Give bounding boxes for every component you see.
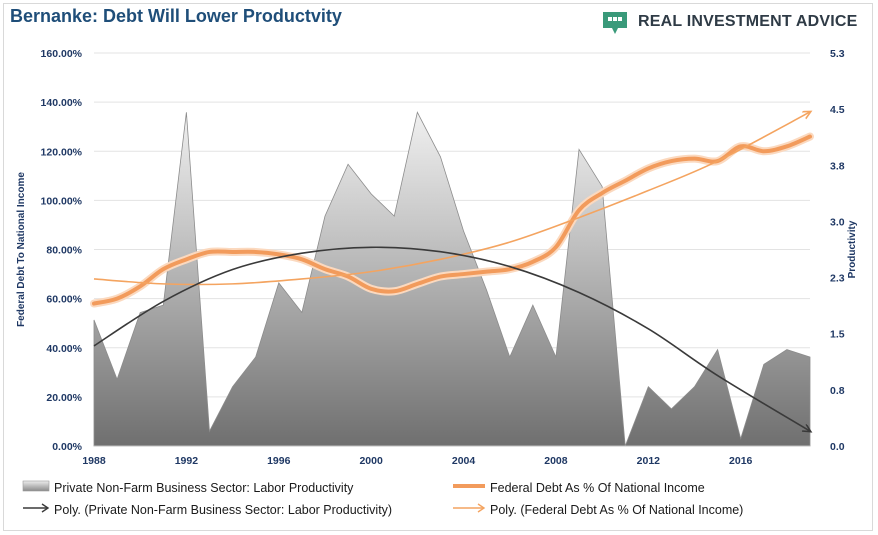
legend-item-poly-debt: Poly. (Federal Debt As % Of National Inc… [452,502,743,517]
chart-frame [3,3,873,531]
legend-swatch-productivity [22,480,50,495]
legend-label-productivity: Private Non-Farm Business Sector: Labor … [54,480,354,495]
x-tick: 1992 [175,455,199,467]
y-tick-left: 40.00% [46,343,82,355]
line-series-group [90,112,814,431]
debt-line [92,134,812,306]
brand-logo-icon [603,12,627,34]
legend-label-debt: Federal Debt As % Of National Income [490,480,705,495]
productivity-area-series [93,111,811,447]
y-tick-left: 0.00% [52,441,82,453]
legend-swatch-poly-productivity [22,502,50,517]
y-tick-left: 100.00% [41,195,83,207]
y-tick-left: 120.00% [41,146,83,158]
y-tick-right: 0.8 [830,385,845,397]
chart-title: Bernanke: Debt Will Lower Productvity [10,6,342,26]
productivity-area [93,111,811,447]
y-tick-right: 4.5 [830,104,845,116]
x-tick: 2012 [637,455,661,467]
x-tick: 1988 [82,455,106,467]
y-tick-right: 0.0 [830,441,845,453]
legend-label-poly-productivity: Poly. (Private Non-Farm Business Sector:… [54,502,393,517]
brand-logo: REAL INVESTMENT ADVICE [600,8,858,36]
legend-swatch-debt [452,480,486,495]
legend-swatch-poly-debt [452,502,486,517]
poly-productivity-line [93,246,810,431]
poly-debt-line [93,112,810,286]
x-tick: 2008 [544,455,568,467]
legend-label-poly-debt: Poly. (Federal Debt As % Of National Inc… [490,502,744,517]
y-tick-left: 160.00% [41,48,83,60]
y-tick-left: 80.00% [46,245,82,257]
x-tick: 2000 [359,455,383,467]
brand-logo-text: REAL INVESTMENT ADVICE [638,13,858,30]
legend-item-productivity: Private Non-Farm Business Sector: Labor … [22,480,353,495]
y-tick-right: 2.3 [830,273,845,285]
y-tick-right: 3.8 [830,160,845,172]
y-tick-right: 1.5 [830,329,845,341]
x-tick: 2016 [729,455,753,467]
y-tick-right: 3.0 [830,216,845,228]
y-tick-right: 5.3 [830,48,845,60]
y-axis-title-right: Productivity [847,220,858,278]
x-tick: 1996 [267,455,291,467]
x-tick: 2004 [452,455,476,467]
legend-item-debt: Federal Debt As % Of National Income [452,480,705,495]
legend-item-poly-productivity: Poly. (Private Non-Farm Business Sector:… [22,502,392,517]
axes: 0.00% 20.00% 40.00% 60.00% 80.00% 100.00% 120.… [16,48,858,467]
y-tick-left: 60.00% [46,294,82,306]
legend: Private Non-Farm Business Sector: Labor … [22,478,842,524]
y-tick-left: 140.00% [41,97,83,109]
y-axis-title-left: Federal Debt To National Income [16,172,27,327]
y-tick-left: 20.00% [46,392,82,404]
